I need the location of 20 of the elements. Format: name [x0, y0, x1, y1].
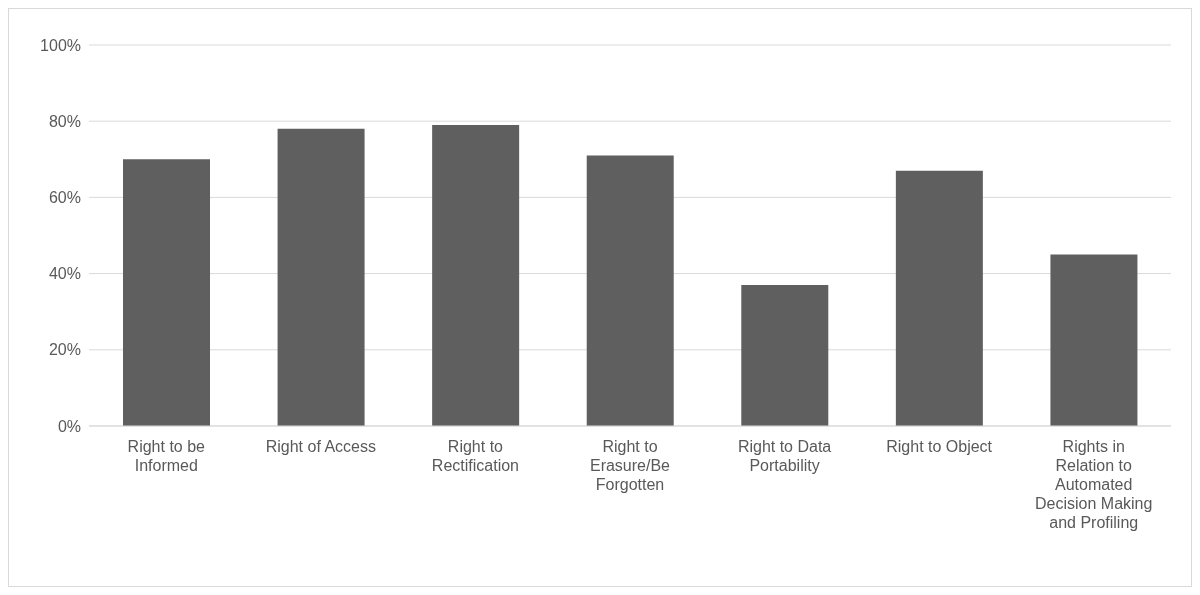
x-tick-label: Right to Object [886, 438, 993, 455]
y-tick-label: 100% [40, 36, 81, 54]
bar [895, 170, 983, 426]
x-tick-label: Right to Rectification [431, 438, 520, 474]
y-tick-label: 0% [57, 417, 81, 435]
y-tick-label: 80% [48, 112, 81, 130]
bar [432, 125, 520, 426]
x-tick-label: Right to Data Portability [737, 438, 832, 474]
y-tick-label: 60% [48, 189, 81, 207]
bar [123, 159, 211, 426]
bar [741, 285, 829, 426]
bar [277, 128, 365, 426]
x-tick-label: Right to be Informed [127, 438, 206, 474]
y-tick-label: 20% [48, 341, 81, 359]
x-tick-label: Right to Erasure/Be Forgotten [589, 438, 671, 493]
bar [586, 155, 674, 426]
x-tick-label: Rights in Relation to Automated Decision Making and Profiling [1035, 438, 1153, 531]
x-tick-label: Right of Access [265, 438, 376, 455]
y-tick-label: 40% [48, 265, 81, 283]
bar [1050, 254, 1138, 426]
